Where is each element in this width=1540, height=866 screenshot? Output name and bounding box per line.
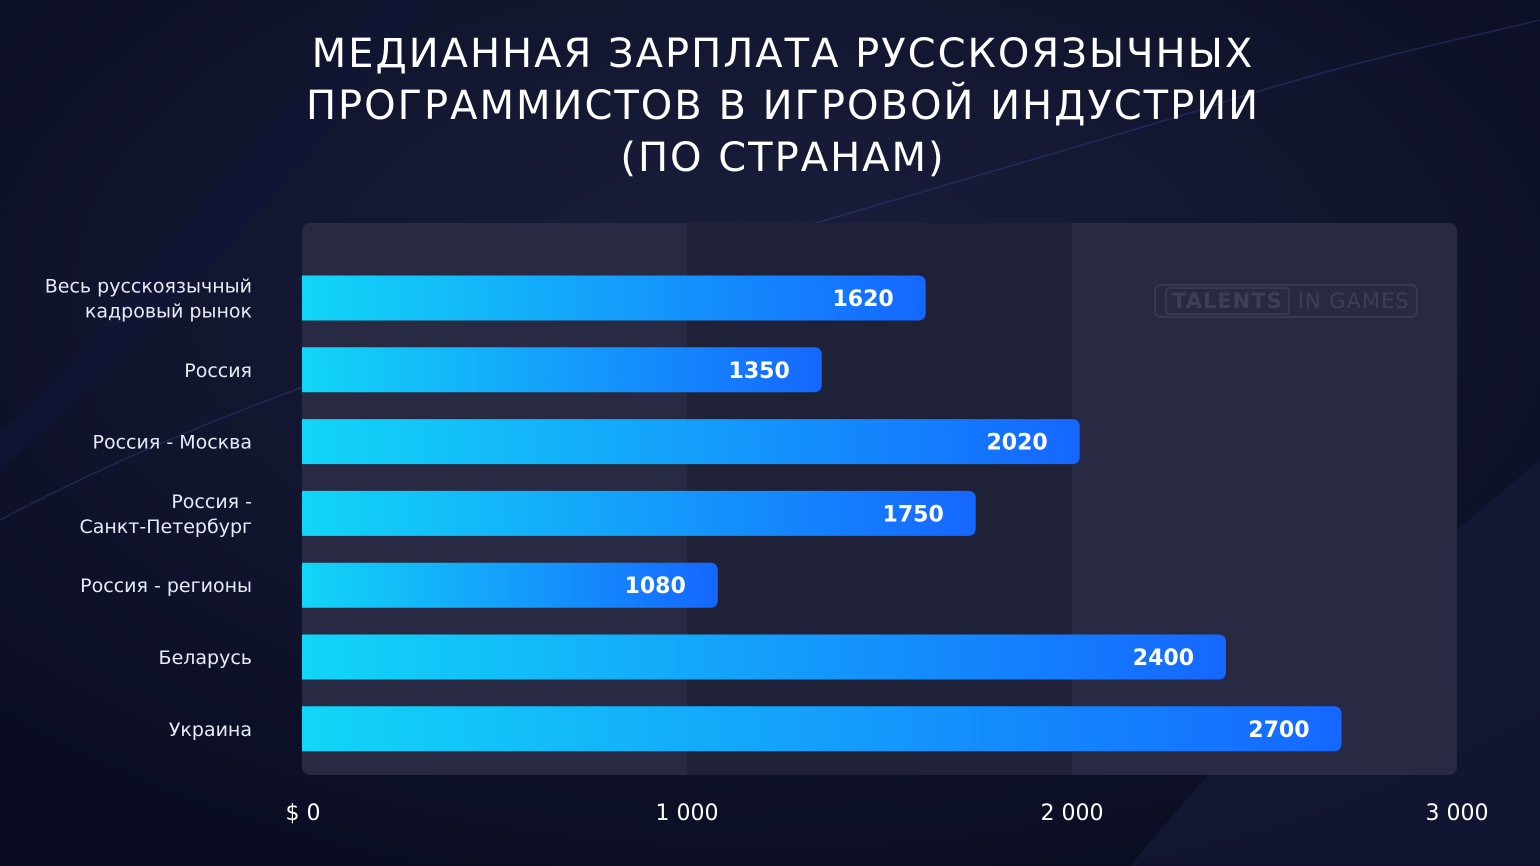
x-tick-label-2: 2 000 xyxy=(1041,801,1104,826)
watermark-part-1: TALENTS xyxy=(1165,287,1290,315)
category-label-0-line-1: кадровый рынок xyxy=(85,301,252,323)
x-tick-label-3: 3 000 xyxy=(1426,801,1489,826)
watermark-part-2: IN GAMES xyxy=(1297,289,1410,313)
category-label-1: Россия xyxy=(184,360,252,382)
category-label-3-line-0: Россия - xyxy=(171,491,252,513)
bar-value-label-0: 1620 xyxy=(832,287,893,312)
bar-value-label-4: 1080 xyxy=(625,574,686,599)
watermark-logo: TALENTS IN GAMES xyxy=(1154,284,1418,318)
chart-title-line-2: ПРОГРАММИСТОВ В ИГРОВОЙ ИНДУСТРИИ xyxy=(305,83,1261,129)
bar-6 xyxy=(302,706,1342,752)
bar-value-label-1: 1350 xyxy=(729,359,790,384)
chart-title-line-3: (ПО СТРАНАМ) xyxy=(620,135,946,181)
bg-curve xyxy=(0,19,1540,521)
category-label-3-line-1: Санкт-Петербург xyxy=(79,516,252,538)
x-tick-label-0: $ 0 xyxy=(286,801,321,826)
bar-0 xyxy=(302,275,926,321)
bar-5 xyxy=(302,634,1226,680)
bar-1 xyxy=(302,347,822,393)
bar-value-label-6: 2700 xyxy=(1248,718,1309,743)
bar-value-label-5: 2400 xyxy=(1133,646,1194,671)
bar-3 xyxy=(302,490,976,536)
chart-title-line-1: МЕДИАННАЯ ЗАРПЛАТА РУССКОЯЗЫЧНЫХ xyxy=(311,31,1255,77)
bg-shape-left xyxy=(0,0,430,470)
bar-value-label-3: 1750 xyxy=(883,502,944,527)
x-tick-label-1: 1 000 xyxy=(656,801,719,826)
category-label-4: Россия - регионы xyxy=(80,575,252,597)
category-label-2: Россия - Москва xyxy=(93,432,252,454)
category-label-5: Беларусь xyxy=(159,647,252,669)
chart-title: МЕДИАННАЯ ЗАРПЛАТА РУССКОЯЗЫЧНЫХ ПРОГРАМ… xyxy=(170,28,1396,184)
bar-value-label-2: 2020 xyxy=(986,431,1047,456)
bar-4 xyxy=(302,562,718,608)
category-label-0-line-0: Весь русскоязычный xyxy=(45,276,252,298)
bar-2 xyxy=(302,419,1080,465)
category-label-6: Украина xyxy=(169,719,252,741)
